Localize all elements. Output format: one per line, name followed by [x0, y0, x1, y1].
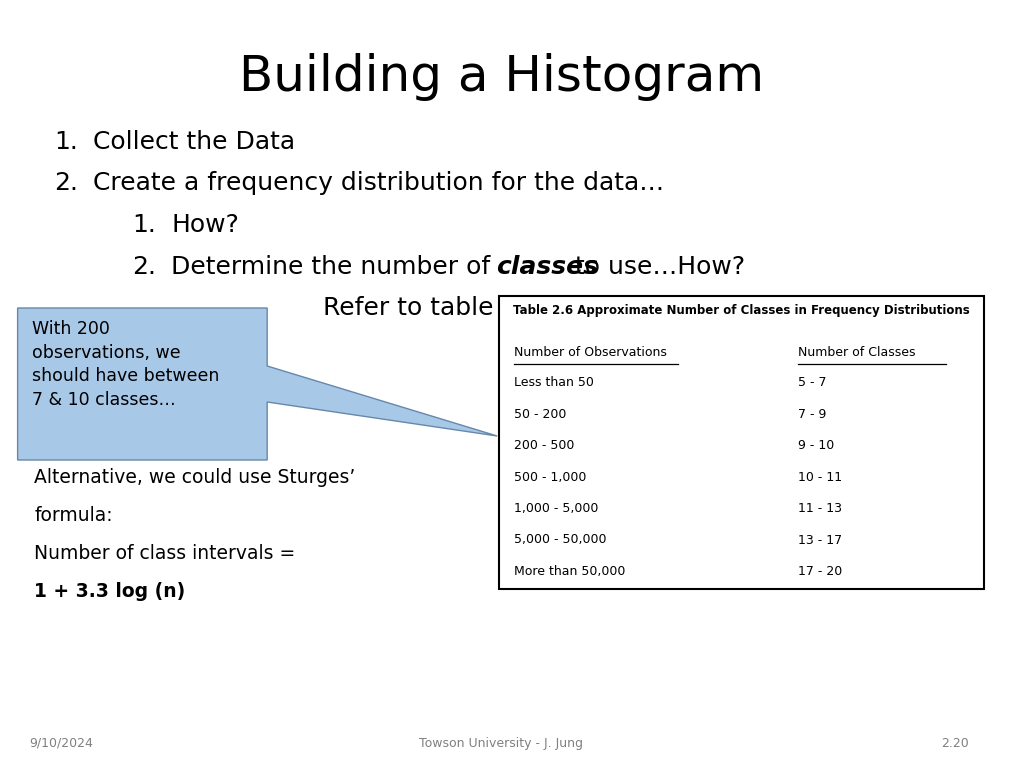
- Text: 5 - 7: 5 - 7: [798, 376, 826, 389]
- Text: 1 + 3.3 log (n): 1 + 3.3 log (n): [34, 582, 185, 601]
- Text: formula:: formula:: [34, 506, 113, 525]
- Text: 2.: 2.: [132, 255, 156, 279]
- Text: Less than 50: Less than 50: [514, 376, 594, 389]
- Text: With 200
observations, we
should have between
7 & 10 classes…: With 200 observations, we should have be…: [33, 320, 220, 409]
- Text: 1.: 1.: [132, 213, 156, 237]
- Text: 11 - 13: 11 - 13: [798, 502, 842, 515]
- Text: 50 - 200: 50 - 200: [514, 408, 566, 421]
- Text: classes: classes: [497, 255, 598, 279]
- Text: 7 - 9: 7 - 9: [798, 408, 826, 421]
- Text: Determine the number of: Determine the number of: [171, 255, 490, 279]
- FancyBboxPatch shape: [499, 296, 984, 589]
- Text: Alternative, we could use Sturges’: Alternative, we could use Sturges’: [34, 468, 355, 487]
- Text: Number of class intervals =: Number of class intervals =: [34, 544, 296, 563]
- Text: Create a frequency distribution for the data…: Create a frequency distribution for the …: [93, 171, 665, 195]
- Text: to use…How?: to use…How?: [566, 255, 744, 279]
- Text: 1.: 1.: [54, 130, 78, 154]
- Text: How?: How?: [171, 213, 240, 237]
- Text: 200 - 500: 200 - 500: [514, 439, 574, 452]
- Text: 2.20: 2.20: [941, 737, 969, 750]
- Text: Table 2.6 Approximate Number of Classes in Frequency Distributions: Table 2.6 Approximate Number of Classes …: [513, 304, 970, 317]
- Text: 9 - 10: 9 - 10: [798, 439, 834, 452]
- Text: 2.: 2.: [54, 171, 78, 195]
- Text: Towson University - J. Jung: Towson University - J. Jung: [419, 737, 583, 750]
- Text: 9/10/2024: 9/10/2024: [30, 737, 93, 750]
- Text: 13 - 17: 13 - 17: [798, 534, 842, 547]
- Polygon shape: [17, 308, 498, 460]
- Text: 10 - 11: 10 - 11: [798, 471, 842, 484]
- Text: More than 50,000: More than 50,000: [514, 565, 626, 578]
- Text: 500 - 1,000: 500 - 1,000: [514, 471, 586, 484]
- Text: 5,000 - 50,000: 5,000 - 50,000: [514, 534, 606, 547]
- Text: Building a Histogram: Building a Histogram: [239, 53, 764, 101]
- Text: Refer to table 2.6:: Refer to table 2.6:: [323, 296, 550, 320]
- Text: Collect the Data: Collect the Data: [93, 130, 295, 154]
- Text: 17 - 20: 17 - 20: [798, 565, 842, 578]
- Text: Number of Observations: Number of Observations: [514, 346, 667, 359]
- Text: 1,000 - 5,000: 1,000 - 5,000: [514, 502, 598, 515]
- Text: Number of Classes: Number of Classes: [798, 346, 915, 359]
